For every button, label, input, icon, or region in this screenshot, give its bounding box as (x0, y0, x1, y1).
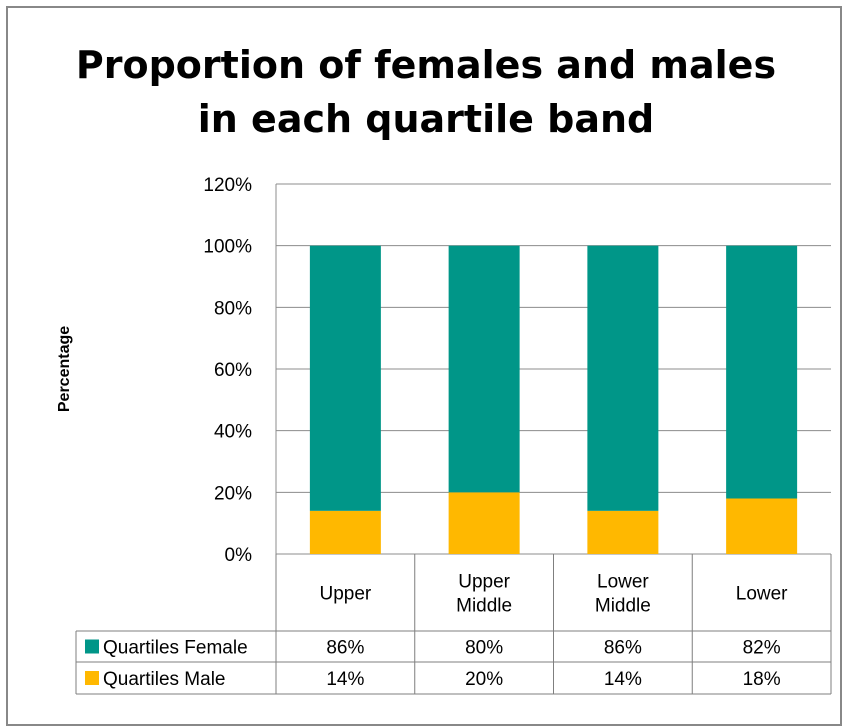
data-table-value: 14% (604, 669, 642, 690)
data-table-value: 86% (604, 638, 642, 659)
bar-male (726, 498, 798, 554)
data-table-value: 14% (326, 669, 364, 690)
bar-male (309, 510, 381, 554)
y-axis-title: Percentage (56, 326, 73, 412)
y-tick-label: 80% (214, 298, 252, 319)
bar-female (587, 245, 659, 511)
data-table-value: 18% (743, 669, 781, 690)
y-tick-label: 60% (214, 360, 252, 381)
y-tick-label: 0% (225, 545, 253, 566)
data-table-value: 20% (465, 669, 503, 690)
x-category-label: Middle (456, 596, 512, 617)
bar-female (726, 245, 798, 499)
legend-key (85, 671, 99, 685)
bar-male (587, 510, 659, 554)
chart-title: Proportion of females and males in each … (75, 43, 777, 141)
x-category-label: Lower (736, 584, 788, 605)
bar-male (448, 492, 520, 554)
x-category-label: Middle (595, 596, 651, 617)
x-category-label: Upper (320, 584, 372, 605)
legend-label: Quartiles Male (103, 669, 226, 690)
y-tick-label: 40% (214, 422, 252, 443)
data-table-value: 80% (465, 638, 503, 659)
legend-label: Quartiles Female (103, 638, 248, 659)
bar-female (448, 245, 520, 493)
data-table-value: 86% (326, 638, 364, 659)
y-tick-label: 20% (214, 483, 252, 504)
x-category-label: Lower (597, 572, 649, 593)
y-tick-label: 100% (203, 237, 252, 258)
x-category-label: Upper (458, 572, 510, 593)
bar-female (309, 245, 381, 511)
legend-key (85, 639, 99, 654)
data-table-value: 82% (743, 638, 781, 659)
y-tick-label: 120% (203, 175, 252, 196)
